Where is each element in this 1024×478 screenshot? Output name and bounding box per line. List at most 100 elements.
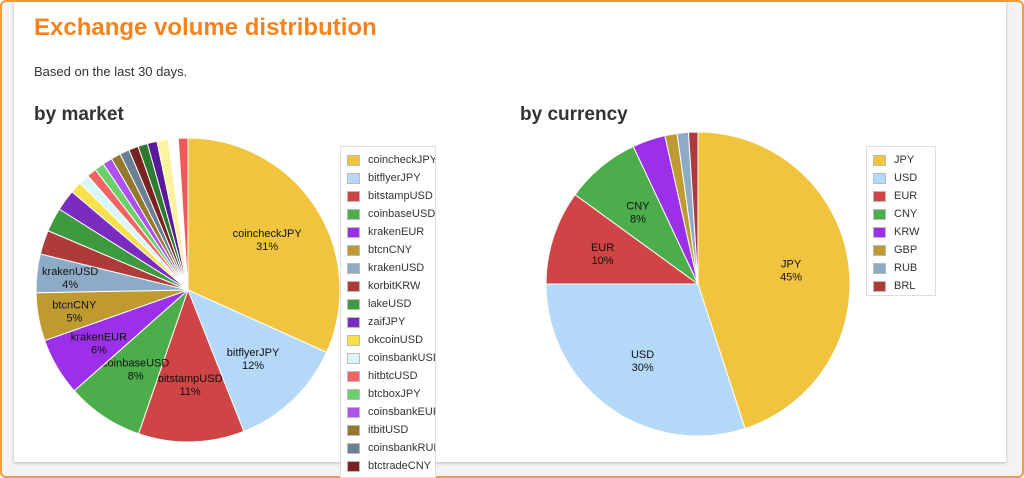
legend-swatch <box>873 208 886 220</box>
legend-swatch <box>347 172 360 184</box>
pie-slice-bitstampusd[interactable] <box>137 288 245 443</box>
legend-swatch <box>347 406 360 418</box>
legend-label: bitstampUSD <box>368 190 433 202</box>
legend-label: itbitUSD <box>368 424 409 436</box>
legend-swatch <box>347 334 360 346</box>
legend-item-korbitkrw[interactable]: korbitKRW <box>347 277 429 295</box>
legend-item-btcncny[interactable]: btcnCNY <box>347 241 429 259</box>
legend-label: CNY <box>894 208 918 220</box>
legend-swatch <box>347 388 360 400</box>
legend-label: bitflyerJPY <box>368 172 421 184</box>
slice-label-coincheckjpy: coincheckJPY 31% <box>233 228 303 253</box>
legend-item-btctradecny[interactable]: btctradeCNY <box>347 457 431 475</box>
legend-label: krakenUSD <box>368 262 425 274</box>
legend-label: RUB <box>894 262 918 274</box>
legend-item-rub[interactable]: RUB <box>873 259 929 277</box>
legend-label: krakenEUR <box>368 226 425 238</box>
slice-label-krakeneur: krakenEUR 6% <box>71 331 127 356</box>
legend-swatch <box>347 316 360 328</box>
currency-chart-title: by currency <box>520 104 628 125</box>
legend-label: hitbtcUSD <box>368 370 418 382</box>
legend-label: btcboxJPY <box>368 388 421 400</box>
legend-label: coinsbankRUB <box>368 442 436 454</box>
legend-item-cny[interactable]: CNY <box>873 205 929 223</box>
legend-swatch <box>873 172 886 184</box>
legend-swatch <box>347 190 360 202</box>
legend-item-krakenusd[interactable]: krakenUSD <box>347 259 429 277</box>
pie-slice-brl[interactable] <box>687 131 699 285</box>
pie-slice-bitflyerjpy[interactable] <box>187 289 328 433</box>
slice-label-coinbaseusd: coinbaseUSD 8% <box>102 357 169 382</box>
legend-label: coinsbankEUR <box>368 406 436 418</box>
legend-item-bitstampusd[interactable]: bitstampUSD <box>347 187 433 205</box>
legend-swatch <box>873 226 886 238</box>
market-legend: coincheckJPY bitflyerJPY bitstampUSD coinba… <box>340 146 436 478</box>
pie-slice-usd[interactable] <box>545 283 746 437</box>
legend-item-okcoinusd[interactable]: okcoinUSD <box>347 331 429 349</box>
legend-label: coinbaseUSD <box>368 208 436 220</box>
legend-swatch <box>873 190 886 202</box>
legend-label: btctradeCNY <box>368 460 431 472</box>
legend-swatch <box>347 352 360 364</box>
legend-swatch <box>347 280 360 292</box>
legend-label: GBP <box>894 244 918 256</box>
legend-label: JPY <box>894 154 915 166</box>
slice-label-bitflyerjpy: bitflyerJPY 12% <box>227 347 280 372</box>
pie-slice-jpy[interactable] <box>697 131 850 430</box>
legend-label: lakeUSD <box>368 298 412 310</box>
page-subtitle: Based on the last 30 days. <box>34 64 188 79</box>
legend-label: KRW <box>894 226 920 238</box>
slice-label-btcncny: btcnCNY 5% <box>52 300 97 325</box>
legend-label: USD <box>894 172 918 184</box>
pie-slice-eur[interactable] <box>545 193 700 285</box>
legend-item-coinsbankusd[interactable]: coinsbankUSD <box>347 349 435 367</box>
legend-swatch <box>873 262 886 274</box>
pie-slice-coincheckjpy[interactable] <box>187 137 340 354</box>
legend-swatch <box>347 208 360 220</box>
slice-label-bitstampusd: bitstampUSD 11% <box>158 373 223 398</box>
legend-label: BRL <box>894 280 916 292</box>
legend-swatch <box>347 370 360 382</box>
legend-label: korbitKRW <box>368 280 421 292</box>
market-chart-title: by market <box>34 104 124 125</box>
legend-item-bitflyerjpy[interactable]: bitflyerJPY <box>347 169 429 187</box>
slice-label-eur: EUR 10% <box>591 242 614 267</box>
legend-item-brl[interactable]: BRL <box>873 277 929 295</box>
legend-swatch <box>347 154 360 166</box>
legend-item-krw[interactable]: KRW <box>873 223 929 241</box>
legend-swatch <box>347 424 360 436</box>
legend-swatch <box>347 262 360 274</box>
legend-item-hitbtcusd[interactable]: hitbtcUSD <box>347 367 429 385</box>
legend-item-usd[interactable]: USD <box>873 169 929 187</box>
legend-label: coinsbankUSD <box>368 352 436 364</box>
legend-item-eur[interactable]: EUR <box>873 187 929 205</box>
legend-item-zaifjpy[interactable]: zaifJPY <box>347 313 429 331</box>
legend-label: btcnCNY <box>368 244 413 256</box>
pie-slice-other-22[interactable] <box>177 137 189 291</box>
legend-swatch <box>873 154 886 166</box>
legend-swatch <box>873 244 886 256</box>
slice-label-usd: USD 30% <box>631 349 654 374</box>
legend-swatch <box>347 244 360 256</box>
currency-legend: JPY USD EUR CNY KRW GBP RUB BRL <box>866 146 936 296</box>
legend-swatch <box>347 460 360 472</box>
legend-swatch <box>347 298 360 310</box>
legend-swatch <box>347 442 360 454</box>
legend-item-coincheckjpy[interactable]: coincheckJPY <box>347 151 435 169</box>
legend-item-itbitusd[interactable]: itbitUSD <box>347 421 429 439</box>
legend-item-gbp[interactable]: GBP <box>873 241 929 259</box>
legend-item-krakeneur[interactable]: krakenEUR <box>347 223 429 241</box>
page-title: Exchange volume distribution <box>34 14 377 41</box>
legend-label: zaifJPY <box>368 316 406 328</box>
legend-label: coincheckJPY <box>368 154 436 166</box>
legend-item-coinbaseusd[interactable]: coinbaseUSD <box>347 205 435 223</box>
legend-label: EUR <box>894 190 918 202</box>
legend-swatch <box>873 280 886 292</box>
slice-label-jpy: JPY 45% <box>780 258 802 283</box>
legend-item-btcboxjpy[interactable]: btcboxJPY <box>347 385 429 403</box>
legend-item-coinsbankrub[interactable]: coinsbankRUB <box>347 439 435 457</box>
legend-item-coinsbankeur[interactable]: coinsbankEUR <box>347 403 435 421</box>
legend-item-jpy[interactable]: JPY <box>873 151 929 169</box>
legend-item-lakeusd[interactable]: lakeUSD <box>347 295 429 313</box>
legend-label: okcoinUSD <box>368 334 424 346</box>
